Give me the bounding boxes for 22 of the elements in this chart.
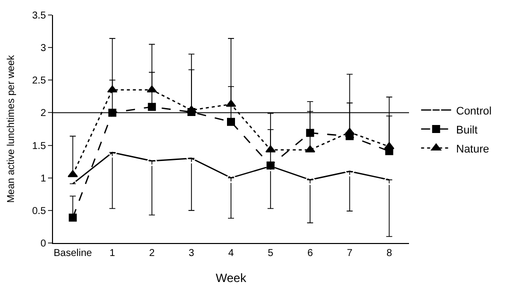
legend-label: Built xyxy=(456,124,478,136)
x-tick-label: 3 xyxy=(188,248,195,259)
x-tick-label: 7 xyxy=(346,248,353,259)
y-tick-label: 2 xyxy=(40,108,46,120)
x-tick-label: Baseline xyxy=(54,248,92,259)
legend-label: Control xyxy=(456,105,492,118)
x-tick-label: 2 xyxy=(149,248,156,259)
x-tick-label: 5 xyxy=(268,248,274,259)
y-axis-title: Mean active lunchtimes per week xyxy=(6,54,18,203)
x-tick-label: 6 xyxy=(307,248,314,259)
x-tick-label: 4 xyxy=(228,248,234,259)
x-tick-label: 8 xyxy=(386,248,392,259)
legend-label: Nature xyxy=(456,143,490,156)
y-tick-label: 0.5 xyxy=(32,206,46,217)
y-tick-label: 1.5 xyxy=(32,140,46,152)
y-tick-label: 0 xyxy=(40,238,46,250)
y-tick-label: 3.5 xyxy=(32,10,46,22)
y-tick-label: 3 xyxy=(40,43,46,54)
y-tick-label: 1 xyxy=(40,173,46,184)
x-axis-title: Week xyxy=(216,270,248,285)
y-tick-label: 2.5 xyxy=(32,76,46,87)
x-tick-label: 1 xyxy=(110,248,116,259)
